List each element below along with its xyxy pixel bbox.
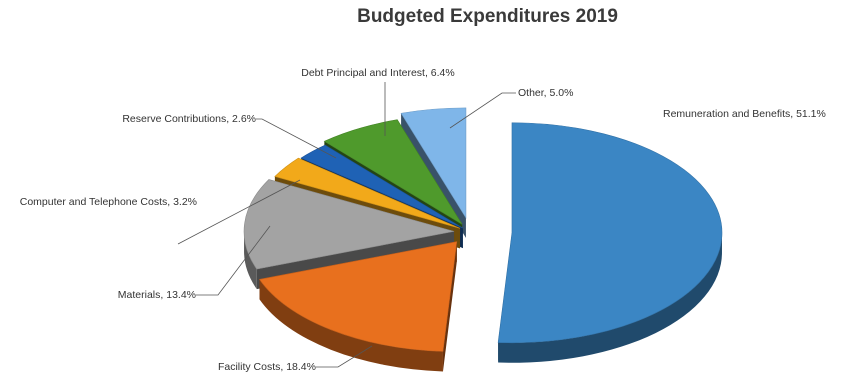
chart-title: Budgeted Expenditures 2019 <box>357 6 618 27</box>
slice-facility-costs <box>259 241 458 352</box>
leader-line-2 <box>196 225 271 296</box>
slice-tops <box>243 107 723 352</box>
leader-line-3 <box>177 179 301 245</box>
slice-label-2: Materials, 13.4% <box>118 289 196 301</box>
slice-reserve-contributions <box>300 144 464 229</box>
slice-label-4: Reserve Contributions, 2.6% <box>122 113 256 125</box>
slice-label-6: Other, 5.0% <box>518 87 573 99</box>
slice-label-3: Computer and Telephone Costs, 3.2% <box>20 196 197 208</box>
slice-labels: Remuneration and Benefits, 51.1% Facility… <box>20 67 826 373</box>
leader-line-4 <box>256 118 337 159</box>
slice-other <box>400 107 467 219</box>
slice-label-0: Remuneration and Benefits, 51.1% <box>663 108 826 120</box>
slice-label-5: Debt Principal and Interest, 6.4% <box>301 67 455 79</box>
slice-computer-and-telephone-costs <box>274 157 461 229</box>
slice-label-1: Facility Costs, 18.4% <box>218 361 316 373</box>
leader-line-1 <box>316 345 373 368</box>
leader-line-6 <box>449 92 516 129</box>
slice-wall-1-0 <box>442 241 457 372</box>
slice-remuneration-and-benefits <box>497 122 723 344</box>
slice-rim-1-0 <box>259 279 443 372</box>
slice-debt-principal-and-interest <box>323 119 463 225</box>
slice-rim-0-0 <box>498 232 722 363</box>
slice-materials <box>243 179 455 270</box>
slice-rim-2-0 <box>244 231 257 290</box>
